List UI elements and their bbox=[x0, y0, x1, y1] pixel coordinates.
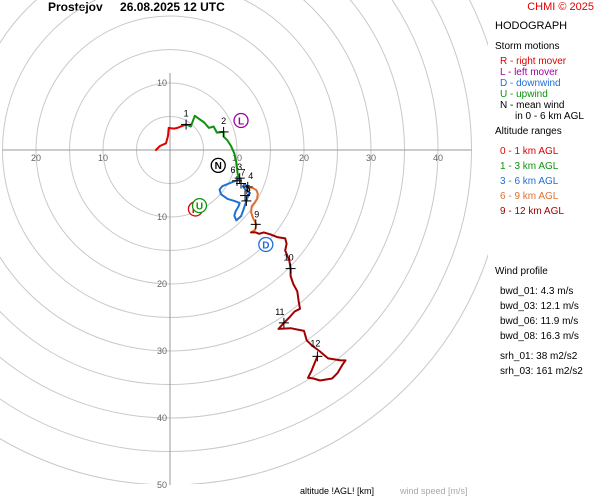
speed-ring bbox=[0, 0, 405, 385]
speed-ring bbox=[0, 0, 488, 484]
storm-legend-item: D - downwind bbox=[500, 78, 561, 89]
altitude-legend-item: 3 - 6 km AGL bbox=[500, 176, 559, 187]
storm-motion-label: D bbox=[262, 240, 269, 251]
x-tick-label: 20 bbox=[299, 153, 309, 163]
altitude-legend-item: 6 - 9 km AGL bbox=[500, 191, 559, 202]
height-marker-label: 11 bbox=[275, 307, 284, 317]
storm-legend-item: R - right mover bbox=[500, 56, 567, 67]
wind-profile-legend-item: bwd_03: 12.1 m/s bbox=[500, 301, 579, 312]
height-marker-label: 10 bbox=[284, 253, 294, 263]
height-marker-label: 2 bbox=[221, 116, 226, 126]
height-marker-label: 8 bbox=[246, 187, 251, 197]
altitude-legend-item: 0 - 1 km AGL bbox=[500, 146, 559, 157]
storm-motion-markers: RULDN bbox=[187, 112, 274, 253]
copyright: CHMI © 2025 bbox=[527, 1, 594, 13]
y-tick-label: 30 bbox=[157, 346, 167, 356]
wind-profile-legend-item: bwd_01: 4.3 m/s bbox=[500, 286, 574, 297]
storm-motion-label: N bbox=[215, 161, 222, 172]
height-marker-label: 7 bbox=[241, 168, 246, 178]
storm-motion-label: L bbox=[238, 116, 244, 127]
y-tick-label: 10 bbox=[157, 78, 167, 88]
altitude-axis-note: altitude !AGL! [km] bbox=[300, 486, 375, 496]
wind-profile-heading: Wind profile bbox=[495, 266, 548, 277]
srh-legend-item: srh_01: 38 m2/s2 bbox=[500, 351, 578, 362]
panel-title: HODOGRAPH bbox=[495, 20, 568, 32]
storm-motions-heading: Storm motions bbox=[495, 41, 560, 52]
storm-legend-item: N - mean wind bbox=[500, 100, 565, 111]
speed-ring bbox=[0, 0, 372, 352]
wind-profile-legend-item: bwd_08: 16.3 m/s bbox=[500, 331, 579, 342]
axis-tick-labels: 20 10 10 20 30 40 10 10 20 30 40 50 bbox=[31, 78, 443, 490]
storm-motion-circle bbox=[210, 157, 226, 174]
height-marker-label: 4 bbox=[248, 171, 253, 181]
srh-legend-item: srh_03: 161 m2/s2 bbox=[500, 366, 583, 377]
y-tick-label: 50 bbox=[157, 480, 167, 490]
storm-legend-item: L - left mover bbox=[500, 67, 558, 78]
height-marker-label: 12 bbox=[310, 338, 320, 348]
storm-motion-circle bbox=[191, 197, 208, 214]
x-tick-label: 40 bbox=[433, 153, 443, 163]
altitude-legend-item: 9 - 12 km AGL bbox=[500, 206, 564, 217]
x-tick-label: 10 bbox=[232, 153, 242, 163]
storm-motion-circle bbox=[233, 112, 249, 129]
y-tick-label: 10 bbox=[157, 212, 167, 222]
wind-profile-legend-item: bwd_06: 11.9 m/s bbox=[500, 316, 579, 327]
hodograph-trace bbox=[250, 231, 347, 382]
y-tick-label: 40 bbox=[157, 413, 167, 423]
datetime: 26.08.2025 12 UTC bbox=[120, 0, 225, 14]
height-marker-label: 5 bbox=[246, 184, 251, 194]
x-tick-label: 30 bbox=[366, 153, 376, 163]
speed-rings bbox=[0, 0, 488, 484]
height-marker-label: 3 bbox=[237, 162, 242, 172]
storm-legend-item: U - upwind bbox=[500, 89, 548, 100]
height-marker-label: 1 bbox=[184, 109, 189, 119]
x-tick-label: 20 bbox=[31, 153, 41, 163]
storm-motion-label: U bbox=[196, 201, 203, 212]
x-tick-label: 10 bbox=[98, 153, 108, 163]
height-marker-label: 9 bbox=[254, 209, 259, 219]
height-marker-label: 6 bbox=[230, 165, 235, 175]
axes bbox=[2, 73, 472, 485]
storm-legend-item: in 0 - 6 km AGL bbox=[515, 111, 584, 122]
hodograph-trace bbox=[154, 123, 188, 151]
altitude-ranges-heading: Altitude ranges bbox=[495, 126, 562, 137]
altitude-legend-item: 1 - 3 km AGL bbox=[500, 161, 559, 172]
y-tick-label: 20 bbox=[157, 279, 167, 289]
storm-motion-circle bbox=[258, 236, 274, 253]
wind-speed-note: wind speed [m/s] bbox=[400, 486, 468, 496]
